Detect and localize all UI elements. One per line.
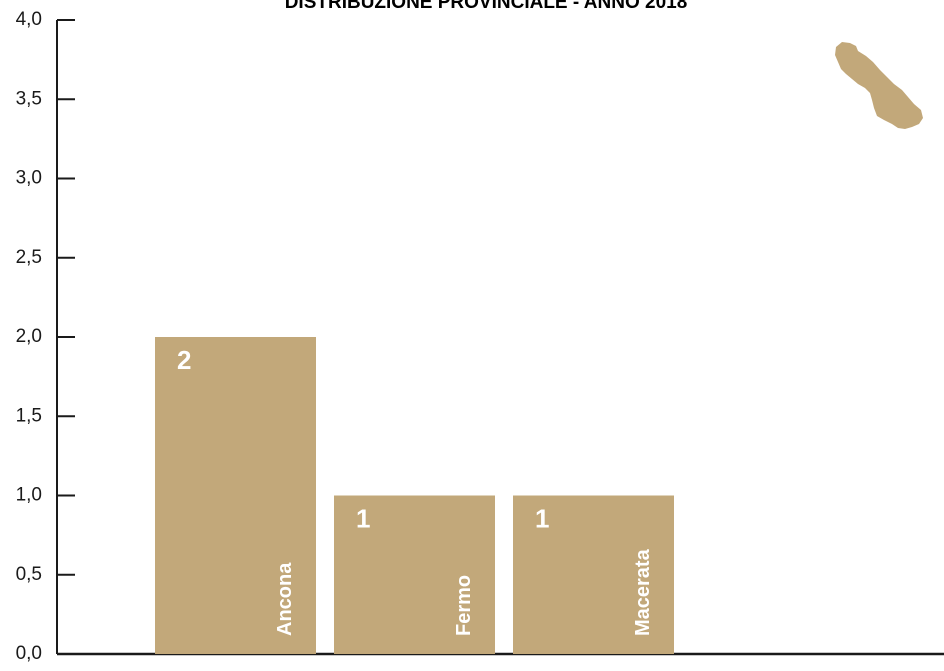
y-tick-label: 1,5	[16, 405, 42, 426]
y-tick-label: 1,0	[16, 485, 42, 506]
bar-category-label: Ancona	[274, 562, 296, 636]
bar-category-label: Macerata	[632, 548, 654, 636]
bar-value-label: 1	[535, 504, 549, 534]
bar-value-label: 2	[177, 345, 191, 375]
marche-region-map-icon	[835, 42, 923, 129]
y-tick-label: 0,5	[16, 564, 42, 585]
bars: 2 Ancona 1 Fermo 1 Macerata	[155, 337, 674, 654]
y-tick-label: 2,5	[16, 247, 42, 268]
y-tick-label: 4,0	[16, 9, 42, 30]
y-tick-label: 3,0	[16, 168, 42, 189]
bar-category-label: Fermo	[453, 575, 475, 636]
y-tick-label: 0,0	[16, 643, 42, 664]
map-shape	[835, 42, 923, 129]
bar-value-label: 1	[356, 504, 370, 534]
y-tick-label: 3,5	[16, 88, 42, 109]
chart-title: DISTRIBUZIONE PROVINCIALE - ANNO 2018	[285, 0, 688, 13]
y-tick-label: 2,0	[16, 326, 42, 347]
